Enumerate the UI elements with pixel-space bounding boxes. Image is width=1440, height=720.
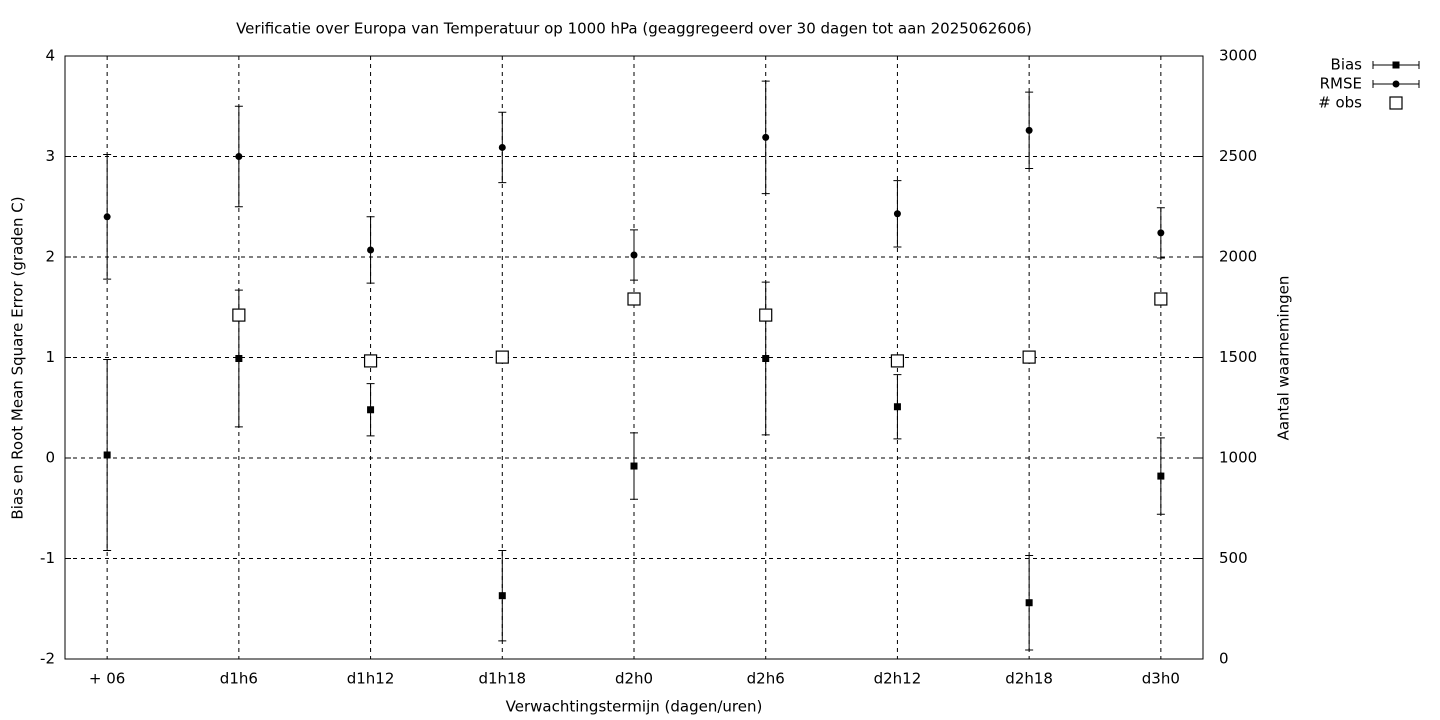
point (103, 213, 111, 221)
x-tick-label: d2h12 (874, 670, 922, 688)
legend-marker (1392, 80, 1400, 88)
point (627, 292, 641, 306)
y-tick-label: 4 (45, 47, 55, 65)
x-axis-label: Verwachtingstermijn (dagen/uren) (506, 698, 763, 716)
x-tick-label: d1h12 (347, 670, 395, 688)
legend-label: RMSE (1320, 75, 1362, 93)
y2-axis-label: Aantal waarnemingen (1275, 276, 1293, 441)
point (367, 246, 375, 254)
legend-label: Bias (1331, 56, 1363, 74)
point (759, 308, 773, 322)
point (103, 451, 111, 459)
point (890, 354, 905, 368)
y2-tick-label: 500 (1219, 549, 1248, 567)
legend-label: # obs (1318, 94, 1362, 112)
y2-tick-label: 1500 (1219, 348, 1257, 366)
point (893, 403, 901, 411)
y2-tick-label: 2000 (1219, 248, 1257, 266)
y-tick-label: 3 (45, 147, 55, 165)
y-tick-label: 0 (45, 449, 55, 467)
point (367, 406, 375, 414)
point (363, 354, 378, 368)
x-tick-label: + 06 (89, 670, 125, 688)
point (1157, 229, 1165, 237)
point (630, 462, 638, 470)
point (1025, 126, 1033, 134)
point (630, 251, 638, 259)
point (495, 350, 509, 364)
x-tick-label: d2h6 (747, 670, 785, 688)
y-tick-label: -2 (40, 650, 55, 668)
point (1022, 350, 1036, 364)
point (1154, 292, 1168, 306)
y-tick-label: 1 (45, 348, 55, 366)
x-tick-label: d2h0 (615, 670, 653, 688)
point (762, 355, 770, 363)
point (893, 210, 901, 218)
point (232, 308, 246, 322)
x-tick-label: d1h18 (478, 670, 526, 688)
point (1157, 472, 1165, 480)
point (235, 153, 243, 160)
y-tick-label: 2 (45, 248, 55, 266)
y2-tick-label: 0 (1219, 650, 1229, 668)
legend-marker (1392, 61, 1400, 69)
point (498, 592, 506, 600)
point (762, 133, 770, 141)
chart-title: Verificatie over Europa van Temperatuur … (236, 20, 1032, 38)
x-tick-label: d1h6 (220, 670, 258, 688)
y-tick-label: -1 (40, 549, 55, 567)
y-axis-label: Bias en Root Mean Square Error (graden C… (9, 196, 27, 519)
x-tick-label: d2h18 (1005, 670, 1053, 688)
legend-marker (1389, 96, 1403, 110)
point (1025, 599, 1033, 607)
y2-tick-label: 1000 (1219, 449, 1257, 467)
point (498, 143, 506, 151)
point (235, 355, 243, 363)
y2-tick-label: 3000 (1219, 47, 1257, 65)
x-tick-label: d3h0 (1142, 670, 1180, 688)
y2-tick-label: 2500 (1219, 147, 1257, 165)
